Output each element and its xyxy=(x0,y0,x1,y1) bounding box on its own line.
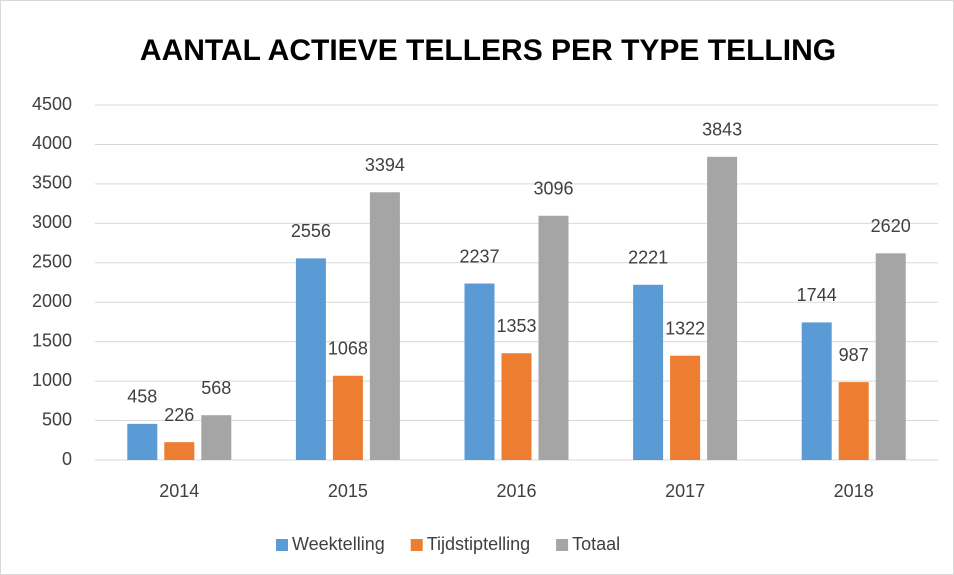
data-label: 3096 xyxy=(533,179,573,199)
x-tick-label: 2015 xyxy=(328,481,368,501)
data-label: 2556 xyxy=(291,221,331,241)
data-label: 568 xyxy=(201,378,231,398)
data-label: 3394 xyxy=(365,155,405,175)
bar xyxy=(295,258,326,460)
y-tick-label: 3500 xyxy=(32,173,72,193)
bar xyxy=(127,423,158,460)
bar xyxy=(633,284,664,460)
legend-swatch xyxy=(276,539,288,551)
x-tick-label: 2018 xyxy=(834,481,874,501)
y-tick-label: 1500 xyxy=(32,330,72,350)
x-tick-label: 2014 xyxy=(159,481,199,501)
legend-label: Tijdstiptelling xyxy=(427,534,530,554)
data-label: 226 xyxy=(164,405,194,425)
bar xyxy=(875,253,906,460)
legend-swatch xyxy=(410,539,423,551)
bar xyxy=(670,355,701,460)
y-tick-label: 4500 xyxy=(32,94,72,114)
data-label: 2620 xyxy=(871,216,911,236)
bar xyxy=(838,382,869,460)
bar xyxy=(538,215,569,460)
chart-title: AANTAL ACTIEVE TELLERS PER TYPE TELLING xyxy=(140,34,836,67)
data-label: 1744 xyxy=(797,285,837,305)
bar xyxy=(164,442,195,460)
y-tick-label: 4000 xyxy=(32,133,72,153)
data-label: 2221 xyxy=(628,248,668,268)
y-tick-label: 2000 xyxy=(32,291,72,311)
y-tick-label: 500 xyxy=(42,409,72,429)
y-tick-label: 3000 xyxy=(32,212,72,232)
data-label: 1353 xyxy=(496,316,536,336)
legend-swatch xyxy=(556,539,569,551)
data-label: 458 xyxy=(127,387,157,407)
legend-label: Totaal xyxy=(572,534,620,554)
data-label: 1068 xyxy=(328,338,368,358)
data-label: 1322 xyxy=(665,318,705,338)
bar xyxy=(464,283,495,460)
data-label: 987 xyxy=(839,345,869,365)
y-tick-label: 2500 xyxy=(32,252,72,272)
bar xyxy=(332,375,363,460)
bar xyxy=(201,415,232,460)
x-tick-label: 2017 xyxy=(665,481,705,501)
data-label: 3843 xyxy=(702,120,742,140)
bar xyxy=(801,322,832,460)
bar xyxy=(501,353,532,460)
data-label: 2237 xyxy=(459,246,499,266)
bar xyxy=(369,192,400,461)
bar xyxy=(707,156,738,460)
y-tick-label: 0 xyxy=(62,449,72,469)
x-tick-label: 2016 xyxy=(496,481,536,501)
legend-label: Weektelling xyxy=(292,534,385,554)
y-tick-label: 1000 xyxy=(32,370,72,390)
